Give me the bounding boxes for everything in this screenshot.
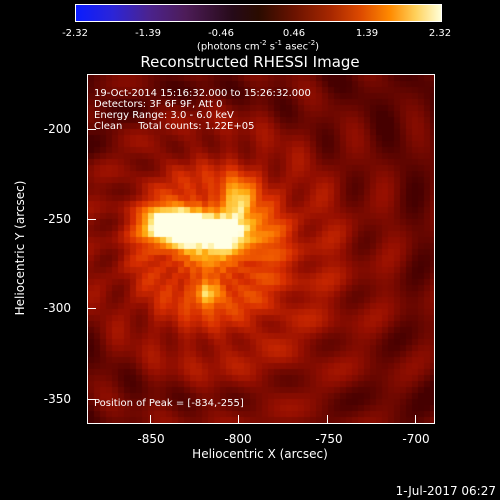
colorbar-tick-label: -0.46 bbox=[208, 28, 234, 39]
y-axis-label: Heliocentric Y (arcsec) bbox=[13, 180, 27, 316]
time-range-text: 19-Oct-2014 15:16:32.000 to 15:26:32.000 bbox=[94, 88, 311, 99]
y-major-tick bbox=[88, 308, 96, 309]
timestamp: 1-Jul-2017 06:27 bbox=[395, 484, 496, 498]
x-major-tick bbox=[327, 415, 328, 423]
colorbar-tick-label: -2.32 bbox=[62, 28, 88, 39]
y-tick-label: -200 bbox=[43, 122, 71, 136]
x-major-tick bbox=[150, 415, 151, 423]
energy-range-text: Energy Range: 3.0 - 6.0 keV bbox=[94, 110, 234, 121]
x-tick-label: -800 bbox=[224, 432, 252, 446]
colorbar-tick-label: 1.39 bbox=[355, 28, 379, 39]
x-tick-label: -750 bbox=[315, 432, 343, 446]
rhessi-heatmap bbox=[88, 75, 434, 423]
colorbar-tick-label: -1.39 bbox=[135, 28, 161, 39]
colorbar-tick-label: 2.32 bbox=[428, 28, 452, 39]
colorbar bbox=[75, 4, 442, 22]
y-tick-label: -250 bbox=[43, 212, 71, 226]
x-tick-label: -700 bbox=[402, 432, 430, 446]
x-axis-label: Heliocentric X (arcsec) bbox=[192, 447, 328, 461]
y-tick-label: -350 bbox=[43, 392, 71, 406]
peak-position-text: Position of Peak = [-834,-255] bbox=[94, 398, 244, 409]
x-tick-label: -850 bbox=[137, 432, 165, 446]
y-major-tick bbox=[88, 219, 96, 220]
y-major-tick bbox=[88, 129, 96, 130]
x-major-tick bbox=[238, 415, 239, 423]
clean-counts-text: Clean Total counts: 1.22E+05 bbox=[94, 121, 255, 132]
detectors-text: Detectors: 3F 6F 9F, Att 0 bbox=[94, 99, 223, 110]
colorbar-tick-label: 0.46 bbox=[282, 28, 306, 39]
image-plot-area: 19-Oct-2014 15:16:32.000 to 15:26:32.000… bbox=[87, 74, 435, 424]
colorbar-units-label: (photons cm-2 s-1 asec-2) bbox=[196, 39, 320, 53]
y-tick-label: -300 bbox=[43, 301, 71, 315]
y-major-tick bbox=[88, 399, 96, 400]
x-major-tick bbox=[415, 415, 416, 423]
plot-title: Reconstructed RHESSI Image bbox=[140, 53, 360, 71]
